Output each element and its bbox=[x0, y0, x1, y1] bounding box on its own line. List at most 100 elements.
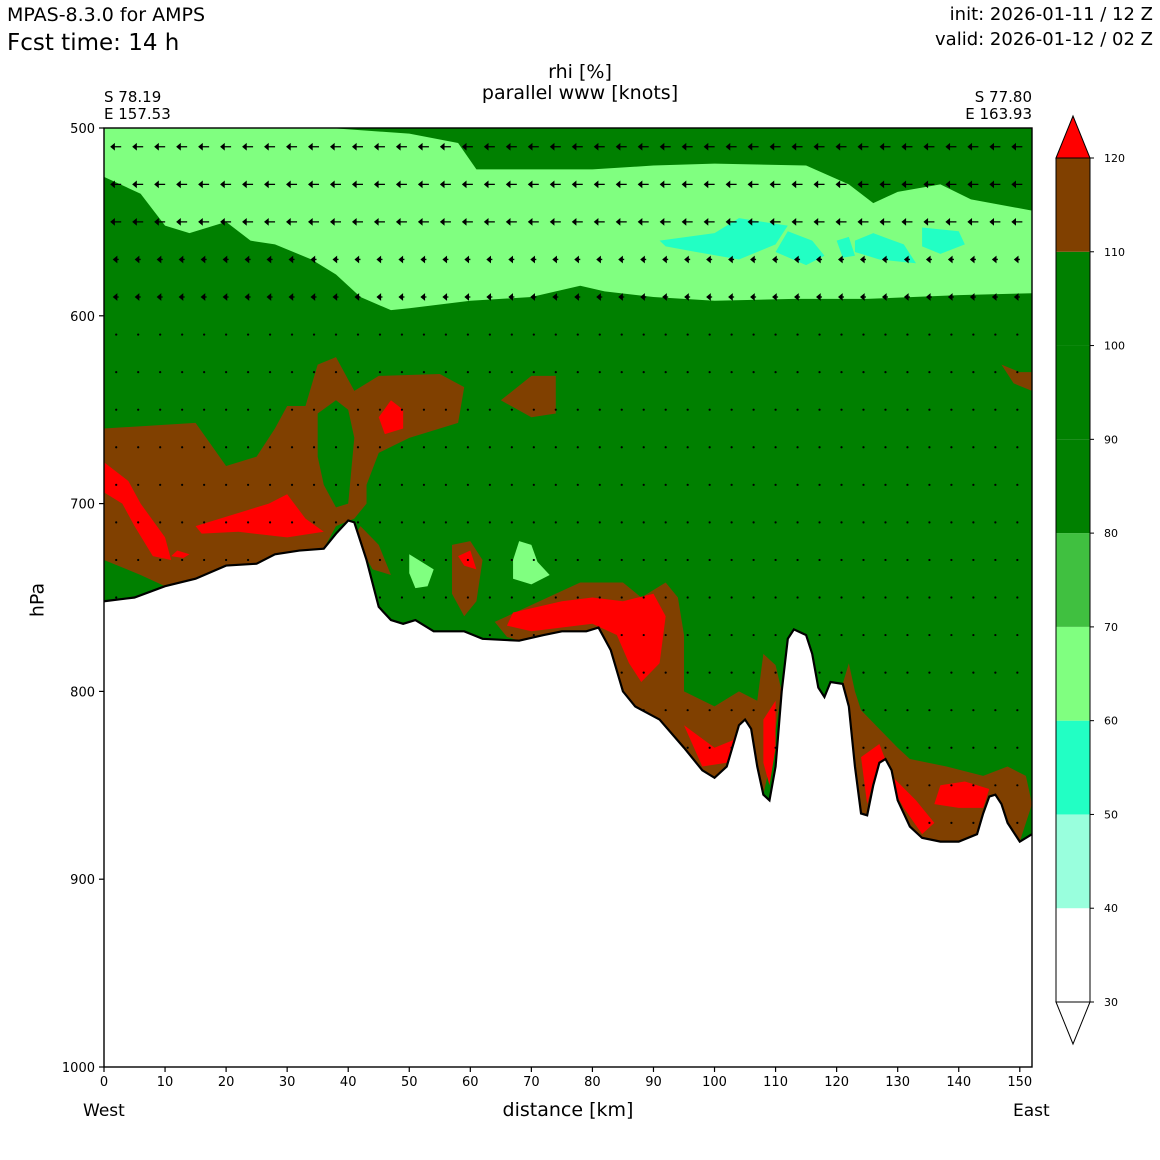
wind-arrow bbox=[312, 371, 316, 374]
colorbar-segment-110 bbox=[1056, 158, 1090, 252]
wind-arrow bbox=[510, 446, 513, 449]
wind-arrow bbox=[708, 671, 711, 674]
wind-arrow bbox=[818, 671, 821, 674]
wind-arrow bbox=[972, 671, 975, 674]
wind-arrow bbox=[532, 408, 535, 411]
wind-arrow bbox=[928, 408, 931, 411]
wind-arrow bbox=[137, 333, 140, 336]
wind-arrow bbox=[242, 180, 254, 189]
wind-arrow bbox=[351, 180, 363, 189]
wind-arrow bbox=[662, 255, 669, 264]
wind-arrow bbox=[747, 142, 759, 151]
wind-arrow bbox=[972, 521, 975, 524]
x-tick-label: 90 bbox=[645, 1075, 662, 1090]
wind-arrow bbox=[637, 218, 649, 226]
wind-arrow bbox=[420, 255, 427, 264]
colorbar-tick-label: 50 bbox=[1104, 808, 1118, 821]
x-tick-label: 10 bbox=[157, 1075, 174, 1090]
wind-arrow bbox=[115, 483, 118, 486]
wind-arrow bbox=[994, 333, 997, 336]
wind-arrow bbox=[857, 142, 869, 151]
y-tick-label: 700 bbox=[70, 498, 95, 513]
wind-arrow bbox=[884, 408, 887, 411]
wind-arrow bbox=[884, 446, 887, 449]
wind-arrow bbox=[923, 142, 935, 151]
wind-arrow bbox=[862, 371, 865, 374]
wind-arrow bbox=[332, 255, 339, 264]
wind-arrow bbox=[637, 180, 649, 189]
colorbar-extend-min bbox=[1055, 1001, 1091, 1046]
wind-arrow bbox=[925, 255, 932, 264]
wind-arrow bbox=[222, 293, 229, 301]
wind-arrow bbox=[686, 746, 689, 749]
wind-arrow bbox=[796, 446, 799, 449]
colorbar-tick-label: 80 bbox=[1104, 527, 1118, 540]
wind-arrow bbox=[684, 255, 691, 264]
wind-arrow bbox=[818, 446, 821, 449]
wind-arrow bbox=[1013, 293, 1020, 301]
wind-arrow bbox=[154, 218, 166, 226]
wind-arrow bbox=[510, 371, 513, 374]
wind-arrow bbox=[400, 408, 404, 411]
wind-arrow bbox=[945, 218, 957, 226]
wind-arrow bbox=[527, 142, 539, 151]
wind-arrow bbox=[950, 483, 953, 486]
wind-arrow bbox=[576, 596, 579, 599]
wind-arrow bbox=[862, 558, 865, 562]
wind-arrow bbox=[618, 255, 625, 264]
wind-arrow bbox=[203, 371, 206, 374]
wind-arrow bbox=[1016, 784, 1019, 787]
wind-arrow bbox=[334, 521, 338, 524]
x-axis-label: distance [km] bbox=[502, 1099, 634, 1121]
wind-arrow bbox=[264, 218, 276, 226]
wind-arrow bbox=[510, 408, 513, 411]
wind-arrow bbox=[686, 633, 689, 637]
wind-arrow bbox=[708, 333, 711, 336]
colorbar-tick-label: 60 bbox=[1104, 715, 1118, 728]
east-label: East bbox=[1013, 1101, 1050, 1121]
wind-arrow bbox=[884, 596, 887, 599]
wind-arrow bbox=[950, 596, 953, 599]
wind-arrow bbox=[642, 333, 645, 336]
wind-arrow bbox=[730, 558, 733, 562]
wind-arrow bbox=[378, 596, 382, 599]
wind-arrow bbox=[862, 483, 865, 486]
y-tick-label: 600 bbox=[70, 310, 95, 325]
wind-arrow bbox=[708, 483, 711, 486]
wind-arrow bbox=[178, 293, 185, 301]
wind-arrow bbox=[840, 371, 843, 374]
rhi-contour-50 bbox=[836, 236, 855, 258]
wind-arrow bbox=[246, 371, 250, 374]
wind-arrow bbox=[752, 709, 755, 712]
wind-arrow bbox=[906, 371, 909, 374]
wind-arrow bbox=[571, 180, 583, 189]
wind-arrow bbox=[290, 408, 294, 411]
wind-arrow bbox=[879, 218, 891, 226]
wind-arrow bbox=[532, 521, 535, 524]
wind-arrow bbox=[659, 142, 671, 151]
wind-arrow bbox=[752, 483, 755, 486]
wind-arrow bbox=[312, 521, 316, 524]
wind-arrow bbox=[664, 333, 667, 336]
wind-arrow bbox=[115, 446, 118, 449]
wind-arrow bbox=[527, 180, 539, 189]
wind-arrow bbox=[1011, 180, 1023, 189]
wind-arrow bbox=[203, 446, 206, 449]
wind-arrow bbox=[1016, 746, 1019, 749]
wind-arrow bbox=[972, 633, 975, 637]
wind-arrow bbox=[598, 521, 601, 524]
wind-arrow bbox=[266, 293, 273, 301]
left-endpoint-lat: S 78.19 bbox=[104, 88, 162, 106]
wind-arrow bbox=[857, 218, 869, 226]
wind-arrow bbox=[884, 633, 887, 637]
wind-arrow bbox=[664, 633, 667, 637]
wind-arrow bbox=[466, 408, 469, 411]
wind-arrow bbox=[664, 408, 667, 411]
wind-arrow bbox=[994, 596, 997, 599]
wind-arrow bbox=[571, 142, 583, 151]
rhi-contour-110 bbox=[1001, 364, 1032, 391]
wind-arrow bbox=[772, 255, 779, 264]
wind-arrow bbox=[598, 446, 601, 449]
y-tick-label: 1000 bbox=[62, 1061, 95, 1076]
